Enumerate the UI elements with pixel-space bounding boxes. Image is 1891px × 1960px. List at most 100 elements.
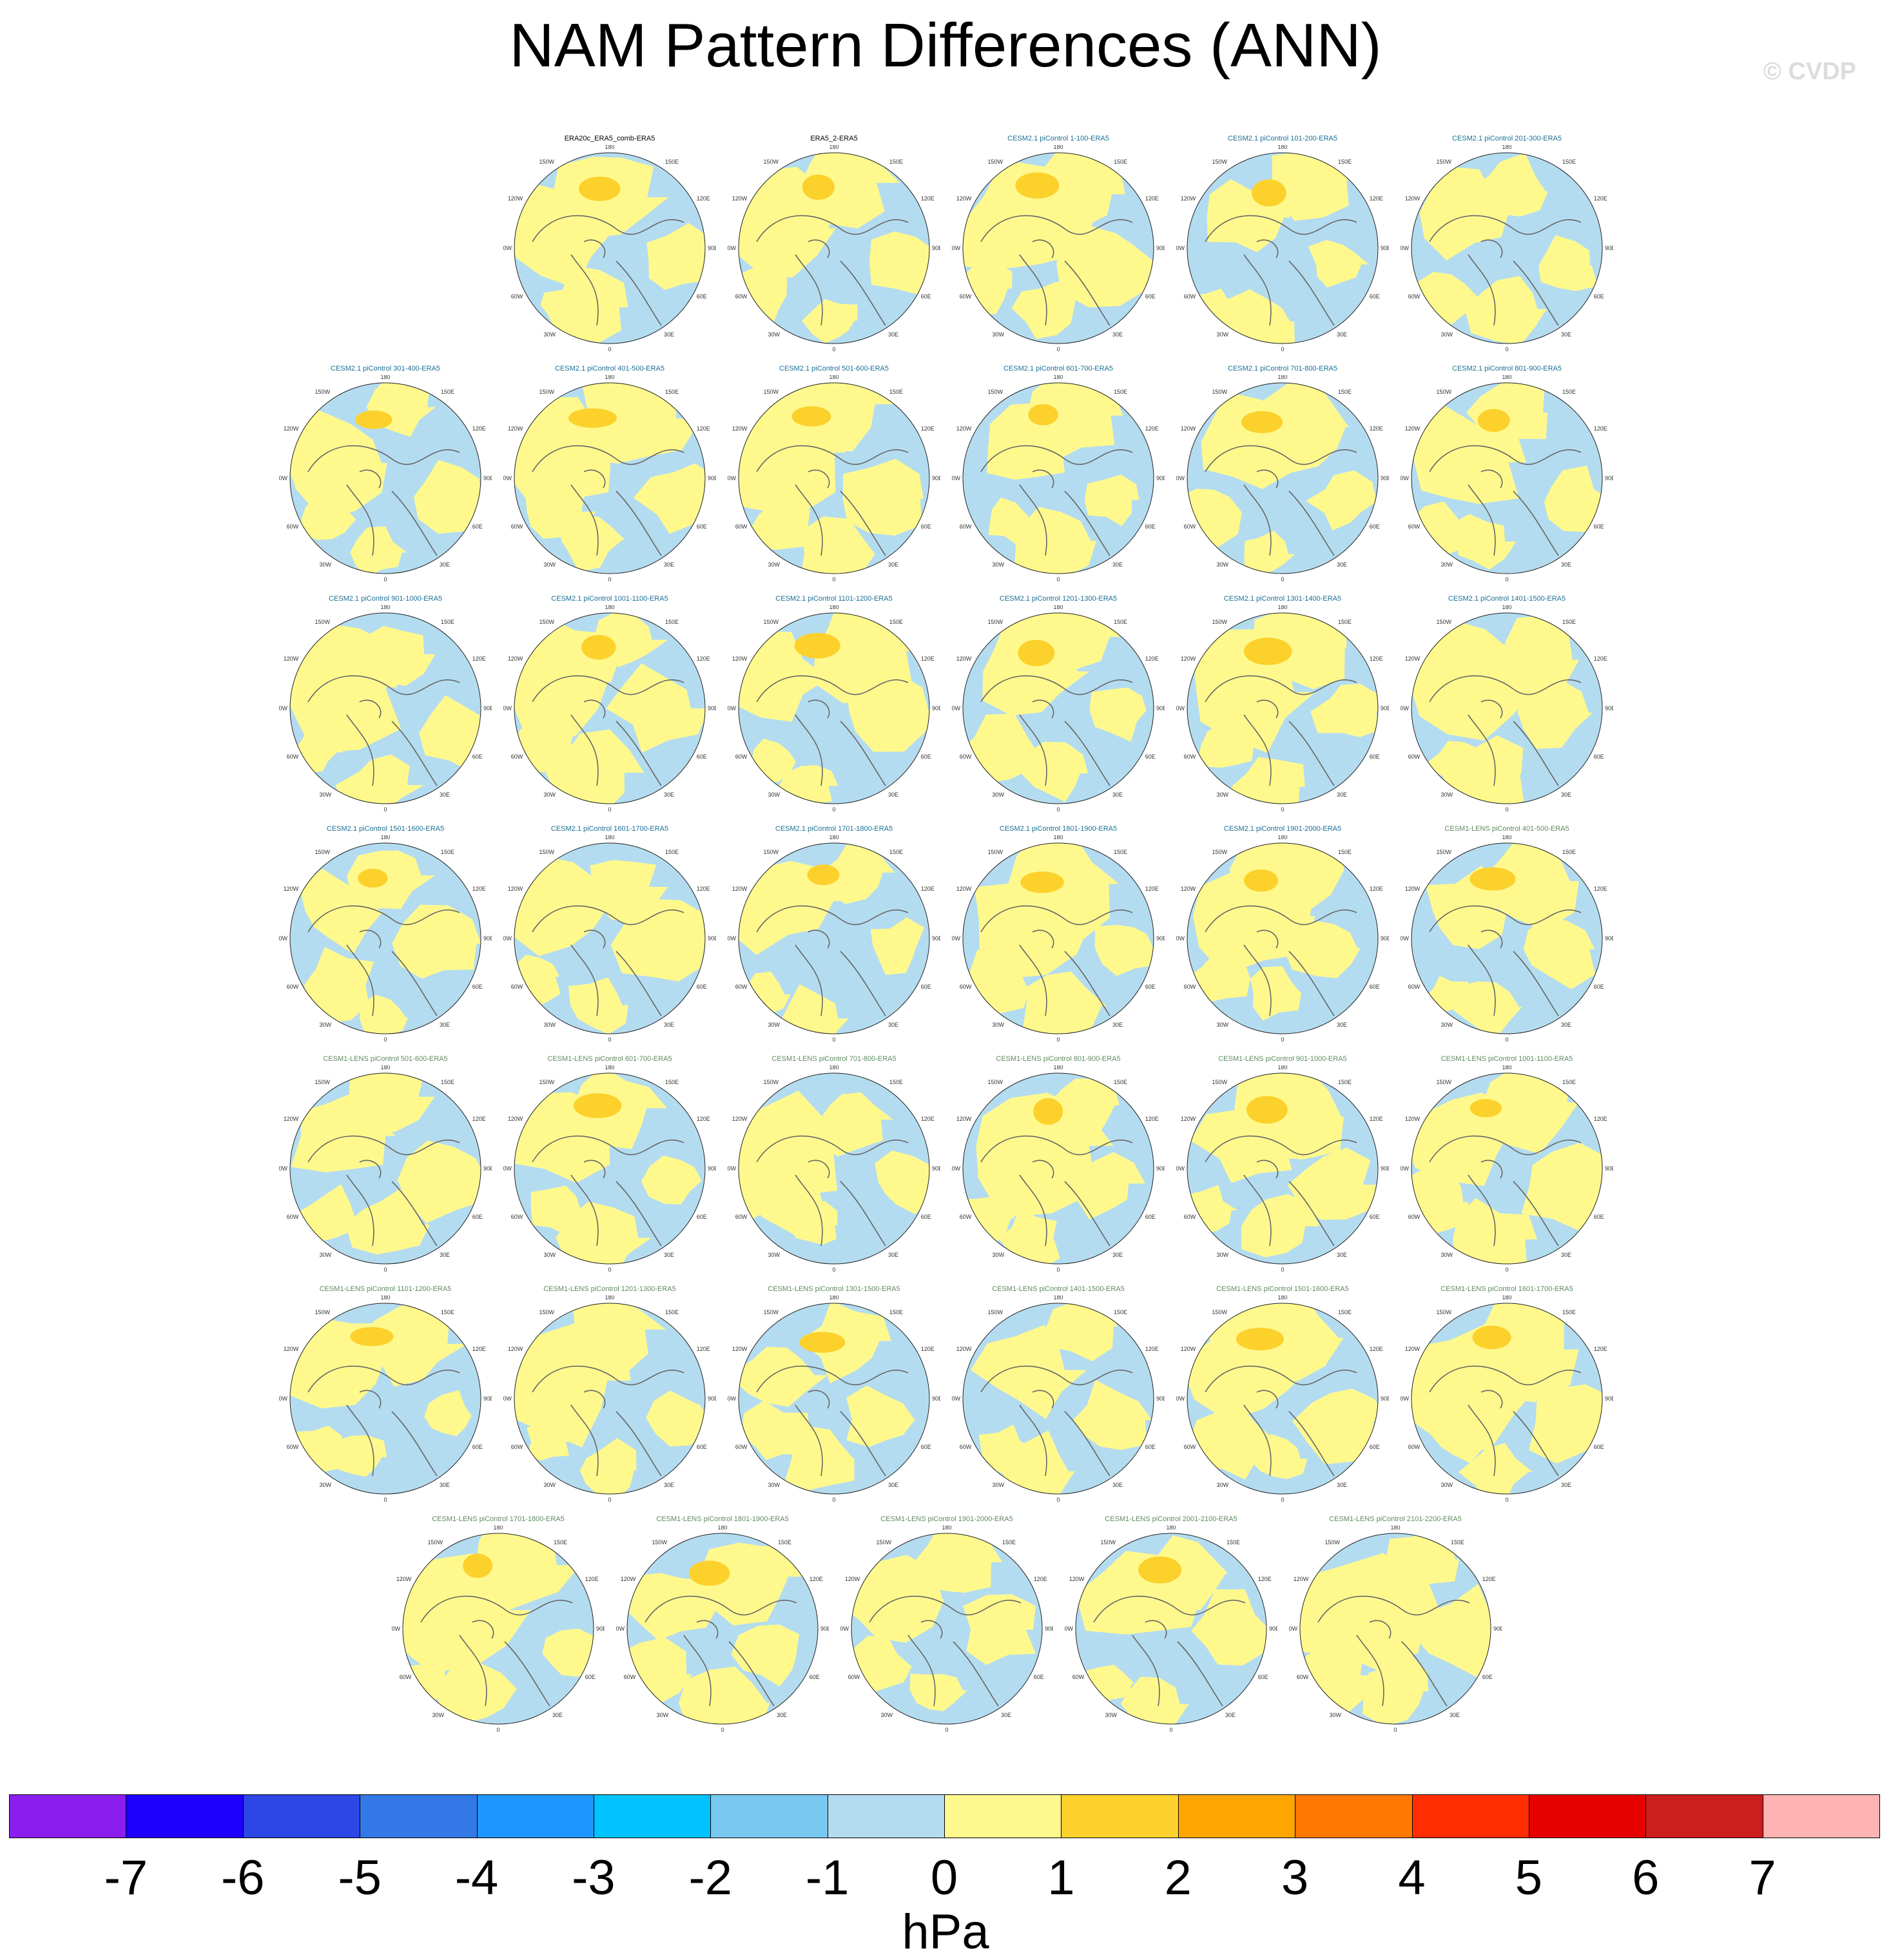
coastline xyxy=(1429,215,1582,326)
longitude-label: 180 xyxy=(605,1295,614,1301)
panel-title: CESM1-LENS piControl 1101-1200-ERA5 xyxy=(319,1285,452,1293)
longitude-label: 30W xyxy=(992,1252,1004,1258)
longitude-label: 120W xyxy=(284,655,299,662)
longitude-label: 120E xyxy=(1594,425,1607,432)
longitude-label: 90W xyxy=(392,1625,400,1632)
positive-anomaly-region xyxy=(800,516,876,574)
longitude-label: 150W xyxy=(539,1079,554,1085)
longitude-label: 30E xyxy=(1225,1712,1236,1718)
coastline xyxy=(756,1135,909,1247)
map-panel: CESM2.1 piControl 1-100-ERA5 180 150W 150E 1… xyxy=(952,132,1165,354)
colorbar-tick-label: 3 xyxy=(1281,1850,1309,1905)
longitude-label: 150E xyxy=(554,1539,567,1546)
coastline xyxy=(1317,1595,1470,1707)
longitude-label: 60E xyxy=(472,523,483,530)
longitude-label: 0 xyxy=(832,346,835,353)
positive-anomaly-region xyxy=(1308,240,1369,288)
strong-positive-region xyxy=(1243,637,1292,665)
map-panel: CESM1-LENS piControl 501-600-ERA5 180 150W… xyxy=(279,1053,492,1275)
map-panel: CESM2.1 piControl 401-500-ERA5 180 150W 150… xyxy=(503,362,716,585)
longitude-label: 120W xyxy=(1181,655,1196,662)
longitude-label: 30W xyxy=(768,1482,780,1488)
longitude-label: 150W xyxy=(427,1539,443,1546)
positive-anomaly-region xyxy=(870,917,925,975)
map-panel: CESM2.1 piControl 201-300-ERA5 180 150W 150… xyxy=(1401,132,1613,354)
colorbar-tick-label: 6 xyxy=(1632,1850,1660,1905)
map-border xyxy=(1187,152,1379,344)
coastline xyxy=(1205,1135,1357,1247)
longitude-label: 60E xyxy=(472,1214,483,1220)
longitude-label: 90E xyxy=(483,1165,492,1172)
longitude-label: 90W xyxy=(728,1395,736,1402)
longitude-label: 180 xyxy=(1166,1526,1176,1531)
map-panel: CESM2.1 piControl 501-600-ERA5 180 150W 150… xyxy=(728,362,940,585)
longitude-label: 120E xyxy=(1594,655,1607,662)
positive-anomaly-region xyxy=(1411,1168,1469,1236)
longitude-label: 150E xyxy=(1562,389,1576,395)
positive-anomaly-region xyxy=(1008,843,1120,944)
map-border xyxy=(514,612,706,804)
colorbar-box xyxy=(827,1794,945,1838)
longitude-label: 90E xyxy=(1156,935,1165,942)
longitude-label: 180 xyxy=(493,1526,503,1531)
map-panel: CESM1-LENS piControl 401-500-ERA5 180 150W… xyxy=(1401,822,1613,1045)
longitude-label: 120W xyxy=(508,425,523,432)
longitude-label: 60E xyxy=(1370,984,1380,990)
positive-anomaly-region xyxy=(1047,1078,1120,1138)
longitude-label: 120E xyxy=(1034,1576,1047,1582)
longitude-label: 120E xyxy=(1482,1576,1496,1582)
map-border xyxy=(851,1533,1043,1725)
longitude-label: 150W xyxy=(539,619,554,625)
longitude-label: 90E xyxy=(708,245,716,251)
longitude-label: 30E xyxy=(1112,1252,1123,1258)
longitude-label: 120E xyxy=(1145,195,1159,202)
coastline xyxy=(980,1365,1133,1477)
positive-anomaly-region xyxy=(525,475,596,539)
longitude-label: 180 xyxy=(1053,375,1063,380)
colorbar-tick-label: 1 xyxy=(1047,1850,1075,1905)
colorbar xyxy=(9,1794,1880,1838)
coastline xyxy=(980,215,1133,326)
longitude-label: 90W xyxy=(728,245,736,251)
longitude-label: 90E xyxy=(1605,935,1613,942)
longitude-label: 180 xyxy=(380,605,390,610)
map-border xyxy=(1411,1303,1603,1495)
longitude-label: 90W xyxy=(1176,475,1185,481)
map-border xyxy=(1187,842,1379,1034)
longitude-label: 30W xyxy=(1440,1022,1453,1028)
polar-map: 180 150W 150E 120W 120E 90W 90E 60W 60E 30W 30E 0 xyxy=(1176,1065,1389,1273)
positive-anomaly-region xyxy=(1197,715,1263,768)
longitude-label: 150W xyxy=(1212,619,1227,625)
positive-anomaly-region xyxy=(988,497,1036,546)
longitude-label: 150E xyxy=(441,619,454,625)
coastline xyxy=(1429,1365,1582,1477)
positive-anomaly-region xyxy=(476,1533,581,1614)
longitude-label: 90E xyxy=(932,935,940,942)
panel-title: CESM1-LENS piControl 1201-1300-ERA5 xyxy=(543,1285,676,1293)
panel-title: CESM1-LENS piControl 1801-1900-ERA5 xyxy=(656,1515,789,1523)
longitude-label: 150E xyxy=(441,849,454,855)
longitude-label: 0 xyxy=(1056,1497,1060,1503)
longitude-label: 120E xyxy=(585,1576,599,1582)
longitude-label: 150E xyxy=(1114,1079,1127,1085)
longitude-label: 30E xyxy=(664,1022,674,1028)
longitude-label: 60E xyxy=(1145,753,1156,760)
longitude-label: 120W xyxy=(1181,886,1196,892)
longitude-label: 180 xyxy=(829,605,839,610)
map-border xyxy=(738,842,930,1034)
panel-title: ERA5_2-ERA5 xyxy=(810,135,858,142)
longitude-label: 60W xyxy=(1408,984,1421,990)
polar-map: 180 150W 150E 120W 120E 90W 90E 60W 60E 30W 30E 0 xyxy=(1401,375,1613,583)
panel-title: CESM2.1 piControl 501-600-ERA5 xyxy=(779,365,889,373)
longitude-label: 90W xyxy=(1176,935,1185,942)
longitude-label: 0 xyxy=(383,806,387,813)
longitude-label: 120E xyxy=(697,1346,710,1352)
longitude-label: 0 xyxy=(832,806,835,813)
longitude-label: 150W xyxy=(1100,1539,1116,1546)
map-panel: CESM2.1 piControl 1701-1800-ERA5 180 150W 1… xyxy=(728,822,940,1045)
polar-map: 180 150W 150E 120W 120E 90W 90E 60W 60E 30W 30E 0 xyxy=(279,1295,492,1503)
longitude-label: 90E xyxy=(932,1165,940,1172)
longitude-label: 60W xyxy=(287,523,299,530)
longitude-label: 150E xyxy=(1114,849,1127,855)
longitude-label: 180 xyxy=(829,145,839,150)
